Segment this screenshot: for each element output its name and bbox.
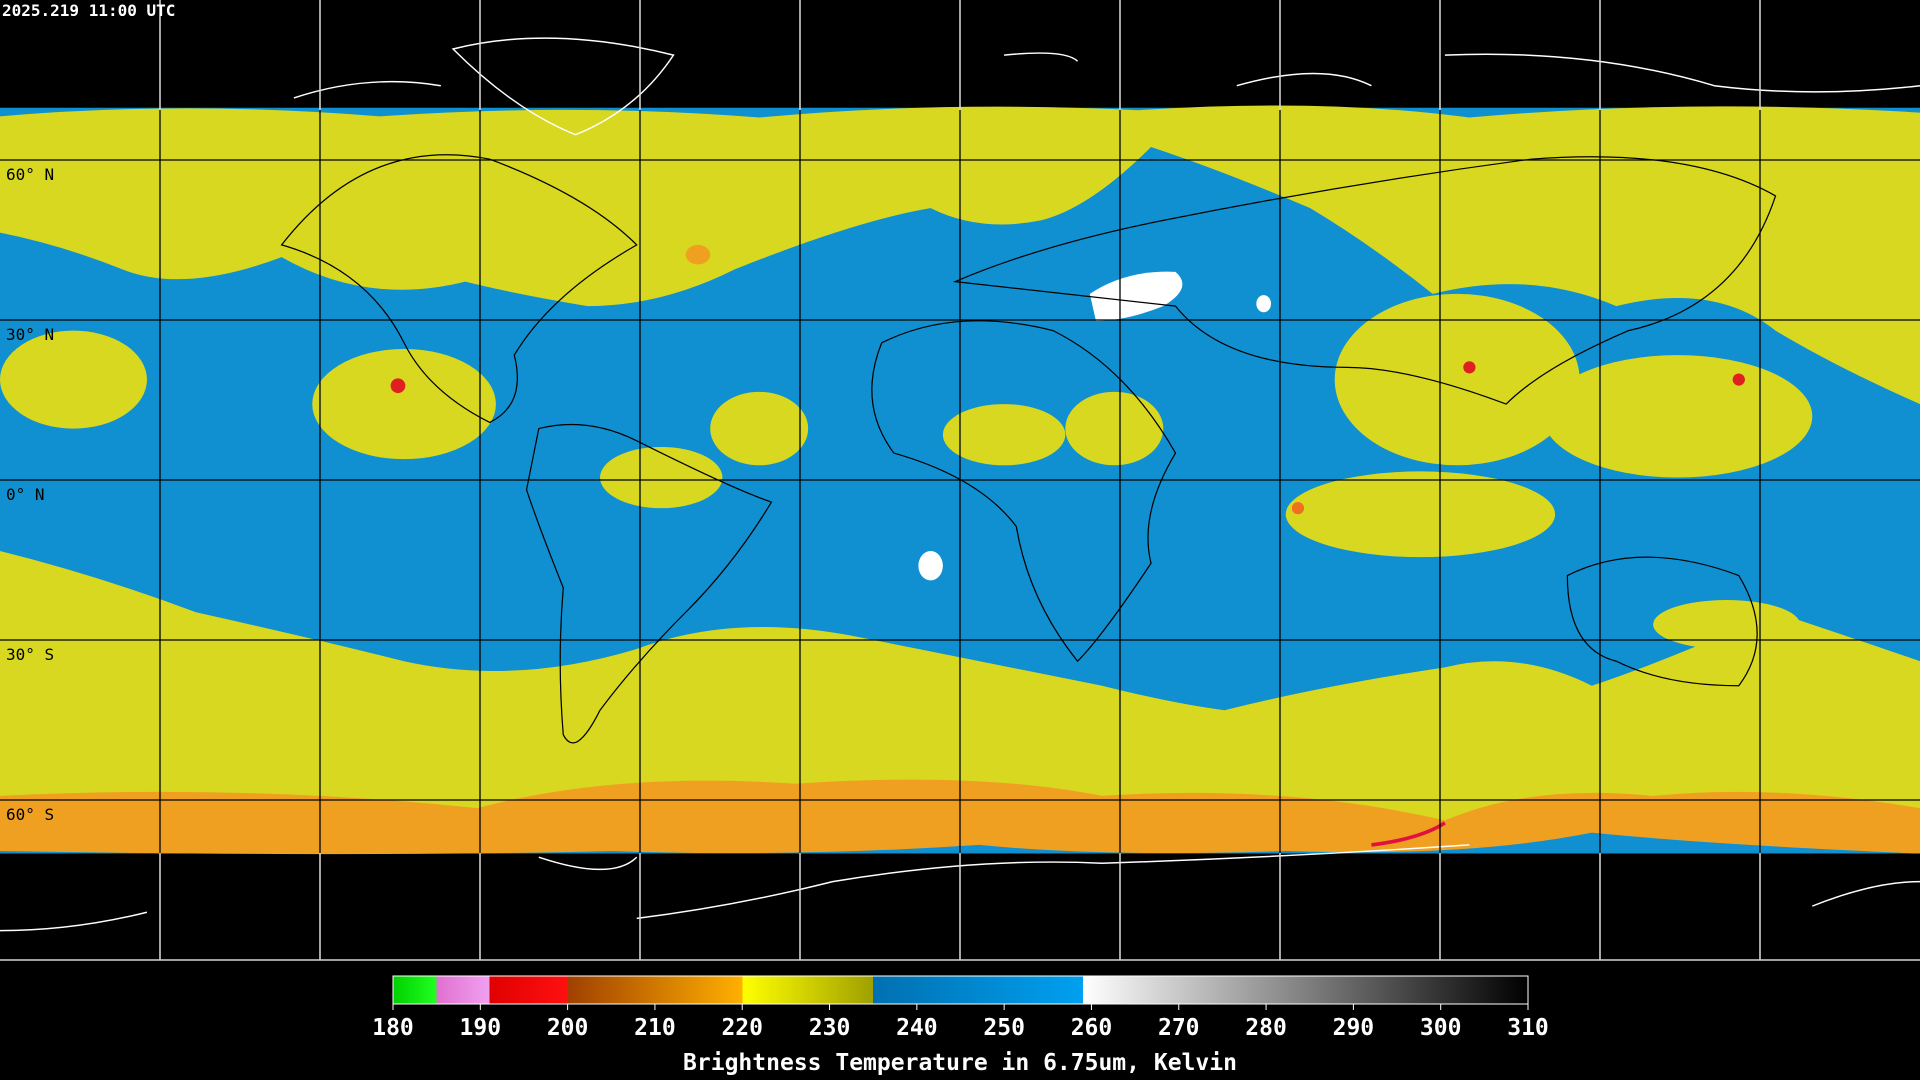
coastline-polar <box>0 844 1920 932</box>
cold-spot <box>685 244 711 265</box>
cloud-cluster <box>1542 355 1813 478</box>
coastline <box>280 154 638 424</box>
latitude-label: 60° S <box>6 805 54 824</box>
colorbar-caption: Brightness Temperature in 6.75um, Kelvin <box>683 1050 1237 1076</box>
graticule <box>0 0 1920 961</box>
dry-patch <box>918 551 943 581</box>
coastline <box>871 320 1177 663</box>
colorbar-tick-label: 280 <box>1245 1015 1287 1041</box>
dry-patch <box>1089 271 1183 321</box>
colorbar-tick-label: 200 <box>547 1015 589 1041</box>
cloud-cluster <box>1334 293 1580 466</box>
timestamp: 2025.219 11:00 UTC <box>2 1 175 20</box>
cloud-cluster <box>942 404 1066 466</box>
colorbar-tick-label: 240 <box>896 1015 938 1041</box>
cloud-cluster <box>0 330 147 429</box>
colorbar-tick-label: 210 <box>634 1015 676 1041</box>
cloud-cluster <box>1065 391 1164 466</box>
colorbar-tick-label: 230 <box>809 1015 851 1041</box>
deep-convection <box>390 378 406 394</box>
dry-patch <box>1256 295 1272 313</box>
cloud-cluster <box>312 348 496 460</box>
colorbar-tick-label: 220 <box>721 1015 763 1041</box>
colorbar-tick-label: 190 <box>460 1015 502 1041</box>
deep-convection <box>1732 373 1745 386</box>
latitude-label: 0° N <box>6 485 45 504</box>
colorbar-tick-label: 300 <box>1420 1015 1462 1041</box>
deep-convection <box>1463 361 1476 374</box>
deep-convection <box>1291 502 1305 515</box>
coastline-polar <box>293 37 1920 136</box>
latitude-label: 30° N <box>6 325 54 344</box>
cloud-cluster <box>1285 471 1556 558</box>
colorbar-tick-label: 310 <box>1507 1015 1549 1041</box>
coastline <box>1566 556 1758 687</box>
colorbar-tick-label: 290 <box>1333 1015 1375 1041</box>
coastline <box>525 423 773 744</box>
colorbar-tick-label: 260 <box>1071 1015 1113 1041</box>
colorbar-tick-label: 270 <box>1158 1015 1200 1041</box>
latitude-label: 30° S <box>6 645 54 664</box>
latitude-label: 60° N <box>6 165 54 184</box>
colorbar <box>392 975 1529 1005</box>
cloud-cluster <box>600 446 723 509</box>
colorbar-tick-label: 180 <box>372 1015 414 1041</box>
cloud-cluster <box>710 391 809 466</box>
cloud-cluster <box>1653 600 1801 649</box>
colorbar-tick-label: 250 <box>983 1015 1025 1041</box>
coastline <box>952 156 1777 405</box>
